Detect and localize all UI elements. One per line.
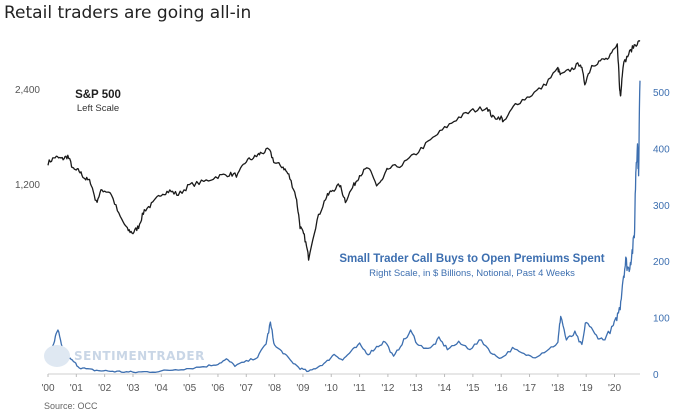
- right-tick-label: 0: [653, 370, 659, 381]
- x-tick-label: '09: [296, 383, 309, 394]
- x-tick-label: '06: [211, 383, 224, 394]
- calls-annotation-subtitle: Right Scale, in $ Billions, Notional, Pa…: [369, 268, 575, 279]
- x-tick-label: '17: [523, 383, 536, 394]
- source-note: Source: OCC: [44, 401, 98, 411]
- watermark-badge: [44, 345, 70, 367]
- x-tick-label: '15: [466, 383, 479, 394]
- x-tick-label: '12: [381, 383, 394, 394]
- x-tick-label: '20: [608, 383, 621, 394]
- sp500-annotation-subtitle: Left Scale: [77, 103, 119, 114]
- annotations-layer: S&P 500 Left Scale Small Trader Call Buys …: [75, 89, 605, 279]
- watermark: SENTIMENTRADER: [74, 349, 205, 363]
- x-tick-label: '18: [551, 383, 564, 394]
- x-tick-label: '03: [126, 383, 139, 394]
- right-tick-label: 400: [653, 144, 670, 155]
- right-tick-label: 200: [653, 257, 670, 268]
- right-tick-label: 300: [653, 201, 670, 212]
- x-tick-label: '08: [268, 383, 281, 394]
- left-tick-label: 1,200: [15, 180, 40, 191]
- x-tick-label: '13: [410, 383, 423, 394]
- x-tick-label: '01: [70, 383, 83, 394]
- right-tick-label: 100: [653, 314, 670, 325]
- x-tick-label: '19: [580, 383, 593, 394]
- right-tick-label: 500: [653, 88, 670, 99]
- lines-layer: [47, 40, 641, 374]
- x-tick-label: '02: [98, 383, 111, 394]
- chart-title: Retail traders are going all-in: [4, 3, 252, 23]
- left-tick-label: 2,400: [15, 85, 40, 96]
- x-tick-label: '07: [240, 383, 253, 394]
- x-tick-label: '04: [155, 383, 168, 394]
- x-tick-label: '11: [353, 383, 366, 394]
- calls-annotation-title: Small Trader Call Buys to Open Premiums …: [339, 253, 604, 265]
- axes-layer: '00 '01 '02 '03 '04 '05 '06 '07 '08 '09 '10 '11 '12 '…: [15, 85, 670, 394]
- sp500-line: [47, 40, 641, 261]
- x-tick-label: '05: [183, 383, 196, 394]
- x-tick-label: '00: [41, 383, 54, 394]
- x-tick-label: '10: [325, 383, 338, 394]
- x-tick-label: '14: [438, 383, 451, 394]
- call-premiums-line: [47, 80, 641, 374]
- sp500-annotation-title: S&P 500: [75, 89, 121, 101]
- x-tick-label: '16: [495, 383, 508, 394]
